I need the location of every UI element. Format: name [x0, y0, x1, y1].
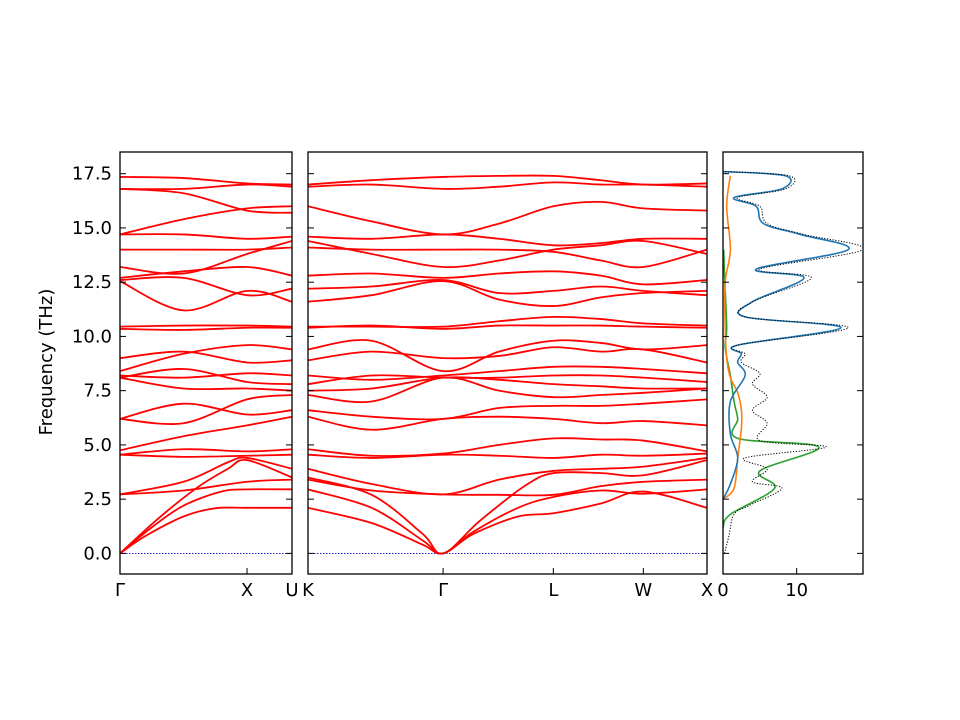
phonon-branch-2 — [120, 488, 292, 555]
y-tick-label: 7.5 — [83, 381, 112, 402]
x-tick-label: 0 — [717, 580, 728, 601]
dos-curve-4 — [723, 249, 820, 528]
phonon-branch-20 — [308, 270, 707, 286]
phonon-branch-3 — [120, 458, 292, 555]
phonon-branch-7 — [120, 448, 292, 456]
x-tick-label: 10 — [785, 580, 808, 601]
y-tick-label: 12.5 — [72, 272, 112, 293]
phonon-branch-15 — [120, 350, 292, 364]
phonon-branch-12 — [308, 374, 707, 386]
phonon-branch-11 — [120, 376, 292, 392]
dos-curve-1 — [723, 171, 863, 554]
phonon-branch-5 — [120, 456, 292, 496]
phonon-branch-9 — [308, 398, 707, 421]
phonon-branch-4 — [120, 478, 292, 496]
phonon-branch-25 — [120, 187, 292, 214]
phonon-branch-1 — [120, 506, 292, 555]
phonon-branch-17 — [308, 315, 707, 328]
phonon-branch-8 — [308, 415, 707, 431]
phonon-branch-19 — [120, 276, 292, 297]
phonon-branch-16 — [308, 324, 707, 330]
phonon-branch-22 — [308, 246, 707, 269]
axes-frame — [307, 151, 708, 575]
phonon-branch-3 — [308, 459, 707, 555]
x-tick-label: L — [548, 580, 558, 601]
x-tick-label: X — [701, 580, 713, 601]
x-tick-label: W — [634, 580, 652, 601]
y-tick-label: 10.0 — [72, 326, 112, 347]
y-axis-label: Frequency (THz) — [36, 289, 57, 436]
phonon-branch-16 — [120, 326, 292, 331]
phonon-branch-27 — [120, 176, 292, 186]
phonon-branch-26 — [308, 174, 707, 186]
dos-panel: 0 10 — [717, 151, 864, 601]
phonon-branch-18 — [308, 280, 707, 307]
y-tick-label: 2.5 — [83, 489, 112, 510]
phonon-branch-1 — [308, 490, 707, 555]
axes-frame — [722, 151, 864, 575]
phonon-branch-19 — [308, 279, 707, 297]
phonon-branch-20 — [120, 265, 292, 279]
phonon-branch-15 — [308, 339, 707, 373]
phonon-branch-22 — [120, 246, 292, 251]
band-panel-gamma-x-u: Γ X U 0.0 2.5 5.0 7.5 10.0 12.5 15.0 17.5 — [72, 151, 299, 601]
phonon-branch-12 — [120, 368, 292, 386]
phonon-branch-10 — [120, 394, 292, 425]
phonon-branch-25 — [308, 181, 707, 190]
phonon-branch-17 — [120, 324, 292, 328]
y-tick-label: 5.0 — [83, 435, 112, 456]
phonon-branch-9 — [120, 402, 292, 420]
x-tick-label: Γ — [438, 580, 448, 601]
phonon-branch-23 — [308, 233, 707, 247]
dos-curve-2 — [723, 170, 850, 500]
phonon-branch-14 — [120, 344, 292, 373]
phonon-branch-23 — [120, 233, 292, 240]
x-tick-label: X — [241, 580, 253, 601]
phonon-branch-11 — [308, 376, 707, 392]
x-tick-label: U — [285, 580, 298, 601]
phonon-branch-26 — [120, 183, 292, 191]
phonon-branch-24 — [308, 200, 707, 236]
phonon-branch-21 — [120, 240, 292, 275]
phonon-branch-7 — [308, 437, 707, 457]
phonon-branch-6 — [120, 453, 292, 458]
phonon-branch-10 — [308, 376, 707, 403]
phonon-branch-6 — [308, 452, 707, 459]
phonon-branch-13 — [120, 372, 292, 379]
phonon-branch-21 — [308, 239, 707, 269]
y-tick-label: 15.0 — [72, 218, 112, 239]
dos-curve-3 — [723, 175, 743, 500]
x-tick-label: Γ — [115, 580, 125, 601]
y-tick-label: 0.0 — [83, 543, 112, 564]
y-tick-label: 17.5 — [72, 164, 112, 185]
phonon-branch-4 — [308, 478, 707, 497]
phonon-branch-5 — [308, 457, 707, 496]
axes-frame — [119, 151, 293, 575]
phonon-branch-2 — [308, 488, 707, 555]
phonon-branch-18 — [120, 280, 292, 312]
phonon-branch-24 — [120, 205, 292, 236]
phonon-branch-8 — [120, 415, 292, 452]
x-tick-label: K — [302, 580, 315, 601]
phonon-branch-13 — [308, 365, 707, 381]
